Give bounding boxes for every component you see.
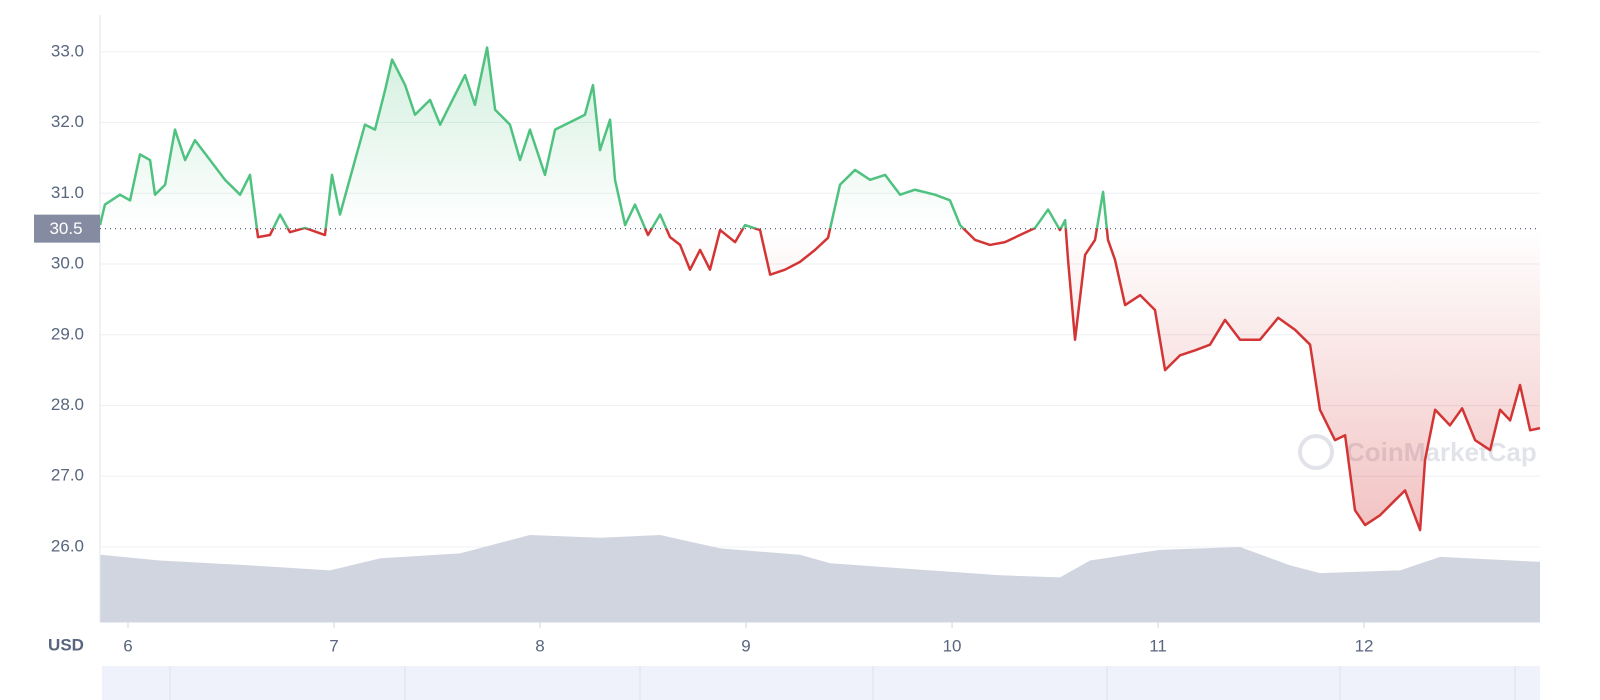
y-tick-label: 29.0 — [51, 324, 84, 343]
x-tick-label: 8 — [535, 636, 544, 655]
volume-area — [100, 534, 1540, 622]
baseline-label: 30.5 — [49, 219, 82, 238]
x-tick-label: 11 — [1149, 636, 1167, 655]
x-tick-label: 9 — [741, 636, 750, 655]
y-tick-label: 27.0 — [51, 466, 84, 485]
x-tick-label: 6 — [123, 636, 132, 655]
y-tick-label: 28.0 — [51, 395, 84, 414]
x-tick-label: 10 — [943, 636, 962, 655]
y-tick-label: 33.0 — [51, 41, 84, 60]
x-tick-label: 12 — [1355, 636, 1374, 655]
y-tick-label: 32.0 — [51, 112, 84, 131]
y-tick-label: 31.0 — [51, 183, 84, 202]
y-tick-label: 30.0 — [51, 254, 84, 273]
baseline-badge — [34, 214, 100, 243]
currency-label: USD — [48, 635, 84, 654]
tab-dividers — [169, 666, 1516, 700]
price-area — [100, 47, 1540, 531]
y-tick-label: 26.0 — [51, 536, 84, 555]
x-tick-label: 7 — [329, 636, 338, 655]
price-line — [98, 46, 1541, 532]
range-tabs — [102, 666, 1540, 700]
